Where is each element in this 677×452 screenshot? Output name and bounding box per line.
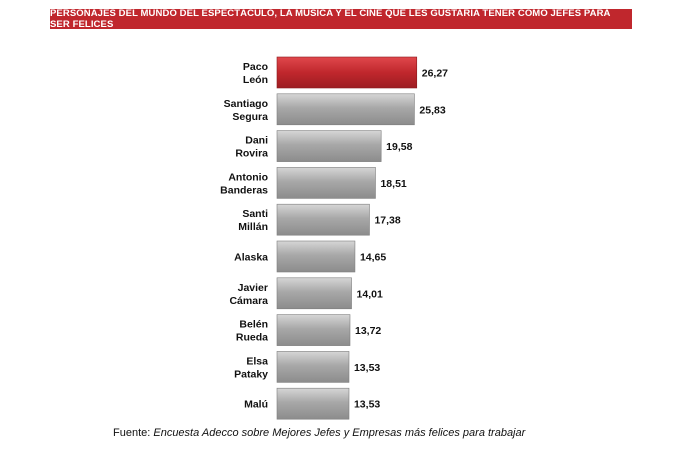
bar <box>276 387 350 420</box>
source-note: Fuente: Encuesta Adecco sobre Mejores Je… <box>113 427 525 439</box>
category-label: Pataky <box>234 368 268 380</box>
data-label: 13,72 <box>355 325 381 337</box>
source-prefix: Fuente: <box>113 427 154 439</box>
category-label: Cámara <box>229 295 268 307</box>
bar <box>276 56 418 89</box>
category-label: Malú <box>244 399 268 411</box>
data-label: 13,53 <box>354 399 380 411</box>
category-label: Rueda <box>236 332 268 344</box>
category-label: Alaska <box>234 252 268 264</box>
bar <box>276 167 376 199</box>
category-label: Belén <box>239 319 268 331</box>
bar <box>276 314 351 346</box>
chart-title: PERSONAJES DEL MUNDO DEL ESPECTÁCULO, LA… <box>50 8 632 30</box>
bar <box>276 93 415 126</box>
category-label: Dani <box>245 135 268 147</box>
data-label: 19,58 <box>386 141 412 153</box>
category-label: Banderas <box>220 184 268 196</box>
data-label: 18,51 <box>380 178 406 190</box>
data-label: 14,65 <box>360 252 386 264</box>
bar <box>276 240 356 273</box>
bar <box>276 130 382 162</box>
category-label: Santiago <box>224 98 268 110</box>
data-label: 26,27 <box>422 68 448 80</box>
category-label: Rovira <box>235 148 268 160</box>
data-label: 17,38 <box>374 215 400 227</box>
category-label: Paco <box>243 61 268 73</box>
bar <box>276 203 370 236</box>
category-label: Elsa <box>246 355 268 367</box>
source-title: Encuesta Adecco sobre Mejores Jefes y Em… <box>153 427 526 439</box>
category-label: León <box>243 74 268 86</box>
bar <box>276 351 350 383</box>
data-label: 13,53 <box>354 362 380 374</box>
category-label: Santi <box>242 208 268 220</box>
bar <box>276 277 352 310</box>
category-label: Javier <box>238 282 268 294</box>
category-label: Segura <box>232 111 268 123</box>
data-label: 14,01 <box>357 288 383 300</box>
category-label: Millán <box>238 221 268 233</box>
data-label: 25,83 <box>419 104 445 116</box>
category-label: Antonio <box>228 171 268 183</box>
